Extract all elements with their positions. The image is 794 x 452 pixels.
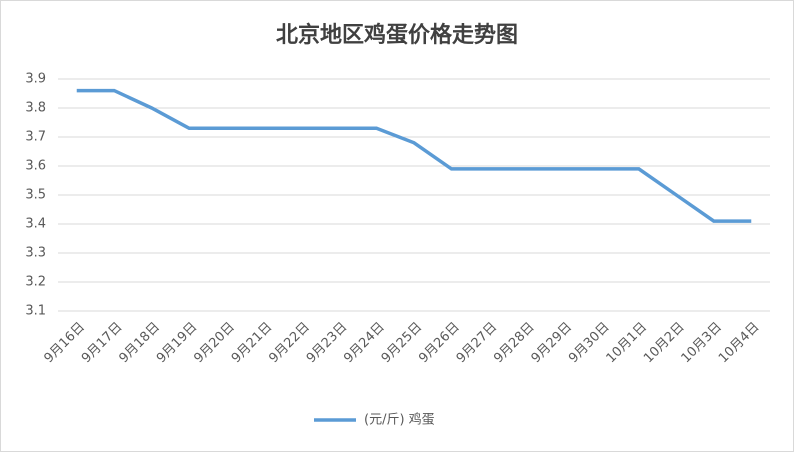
legend-label: (元/斤) 鸡蛋 <box>364 412 435 428</box>
chart-title: 北京地区鸡蛋价格走势图 <box>276 22 518 48</box>
line <box>76 88 752 223</box>
y-tick-label: 3.2 <box>25 275 46 290</box>
y-tick-label: 3.9 <box>25 72 46 87</box>
y-tick-label: 3.8 <box>25 101 46 116</box>
y-tick-label: 3.1 <box>25 304 46 319</box>
y-tick-label: 3.7 <box>25 130 46 145</box>
y-tick-label: 3.4 <box>25 217 46 232</box>
y-tick-label: 3.6 <box>25 159 46 174</box>
y-tick-label: 3.3 <box>25 246 46 261</box>
y-tick-label: 3.5 <box>25 188 46 203</box>
